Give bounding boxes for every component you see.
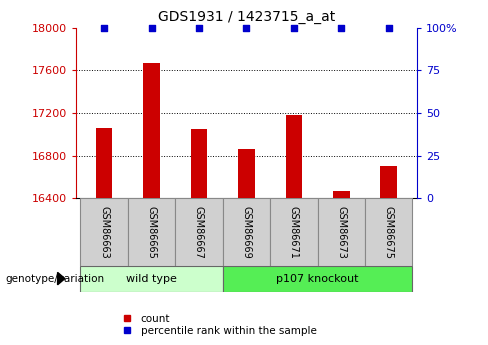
Bar <box>175 198 223 266</box>
Bar <box>128 198 175 266</box>
Text: p107 knockout: p107 knockout <box>276 274 359 284</box>
Text: GSM86671: GSM86671 <box>289 206 299 258</box>
Text: genotype/variation: genotype/variation <box>5 274 104 284</box>
Text: GSM86675: GSM86675 <box>384 206 394 258</box>
Bar <box>381 166 397 198</box>
Text: GSM86667: GSM86667 <box>194 206 204 258</box>
Legend: count, percentile rank within the sample: count, percentile rank within the sample <box>113 310 321 340</box>
Bar <box>365 198 412 266</box>
Bar <box>223 198 270 266</box>
Text: GSM86673: GSM86673 <box>336 206 346 258</box>
Point <box>290 25 298 30</box>
Bar <box>333 191 349 198</box>
Text: GSM86669: GSM86669 <box>242 206 251 258</box>
Point <box>195 25 203 30</box>
Point <box>385 25 393 30</box>
Point <box>100 25 108 30</box>
Point <box>337 25 345 30</box>
Bar <box>81 266 223 292</box>
Bar <box>270 198 318 266</box>
Bar <box>238 149 255 198</box>
Text: wild type: wild type <box>126 274 177 284</box>
Title: GDS1931 / 1423715_a_at: GDS1931 / 1423715_a_at <box>158 10 335 24</box>
Text: GSM86663: GSM86663 <box>99 206 109 258</box>
Text: GSM86665: GSM86665 <box>146 206 157 258</box>
Bar <box>285 115 302 198</box>
Bar <box>223 266 412 292</box>
Bar <box>143 63 160 198</box>
Bar <box>318 198 365 266</box>
Point <box>148 25 156 30</box>
Bar <box>81 198 128 266</box>
Bar <box>191 129 207 198</box>
Bar <box>96 128 112 198</box>
Point <box>243 25 250 30</box>
